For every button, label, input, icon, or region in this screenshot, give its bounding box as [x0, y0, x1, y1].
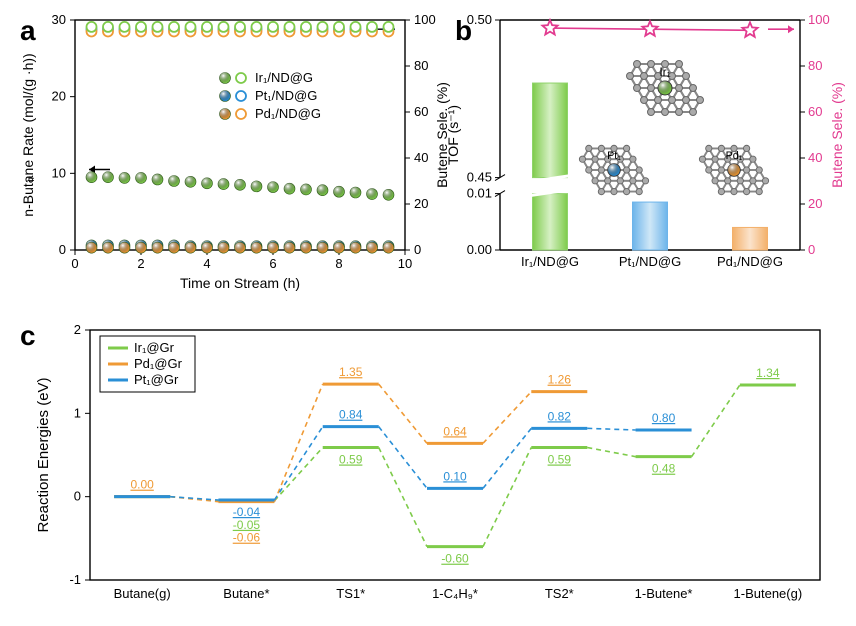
svg-text:40: 40 — [808, 150, 822, 165]
svg-text:Ir₁@Gr: Ir₁@Gr — [134, 340, 175, 355]
svg-text:1-Butene(g): 1-Butene(g) — [734, 586, 803, 601]
svg-text:100: 100 — [414, 12, 436, 27]
svg-text:0.45: 0.45 — [467, 170, 492, 185]
svg-text:80: 80 — [808, 58, 822, 73]
svg-text:20: 20 — [414, 196, 428, 211]
svg-text:Ir₁: Ir₁ — [659, 65, 670, 79]
svg-text:60: 60 — [808, 104, 822, 119]
svg-text:Pd₁@Gr: Pd₁@Gr — [134, 356, 183, 371]
svg-text:-0.60: -0.60 — [441, 552, 469, 566]
svg-text:Pt₁/ND@G: Pt₁/ND@G — [255, 88, 317, 103]
svg-text:0: 0 — [59, 242, 66, 257]
svg-text:a: a — [20, 15, 36, 46]
svg-text:1.34: 1.34 — [756, 366, 780, 380]
figure: a02468100102030020406080100Time on Strea… — [0, 0, 856, 626]
svg-text:-0.06: -0.06 — [233, 531, 261, 545]
svg-text:0.84: 0.84 — [339, 408, 363, 422]
svg-text:0: 0 — [74, 489, 81, 504]
svg-text:0.82: 0.82 — [548, 409, 572, 423]
svg-text:4: 4 — [203, 256, 210, 271]
svg-text:-1: -1 — [69, 572, 81, 587]
svg-text:0.01: 0.01 — [467, 186, 492, 201]
svg-text:Pd₁: Pd₁ — [726, 150, 743, 162]
svg-text:1.35: 1.35 — [339, 365, 363, 379]
svg-text:Reaction Energies (eV): Reaction Energies (eV) — [35, 377, 52, 532]
svg-text:80: 80 — [414, 58, 428, 73]
svg-text:10: 10 — [52, 165, 66, 180]
svg-text:Ir₁/ND@G: Ir₁/ND@G — [255, 70, 313, 85]
svg-text:0.00: 0.00 — [130, 478, 154, 492]
svg-text:1.26: 1.26 — [548, 373, 572, 387]
svg-text:0: 0 — [71, 256, 78, 271]
svg-text:0: 0 — [414, 242, 421, 257]
svg-text:Ir: Ir — [26, 176, 36, 182]
svg-text:10: 10 — [398, 256, 412, 271]
svg-text:1-C₄H₉*: 1-C₄H₉* — [432, 586, 478, 601]
svg-text:0.59: 0.59 — [339, 453, 363, 467]
svg-text:Butane*: Butane* — [223, 586, 269, 601]
svg-text:Pt₁: Pt₁ — [607, 150, 621, 162]
svg-text:n-Butane Rate (mol/(g ·h)): n-Butane Rate (mol/(g ·h)) — [20, 53, 36, 216]
svg-text:0.80: 0.80 — [652, 411, 676, 425]
svg-text:6: 6 — [269, 256, 276, 271]
svg-text:0.59: 0.59 — [548, 453, 572, 467]
svg-text:40: 40 — [414, 150, 428, 165]
svg-text:Butane(g): Butane(g) — [114, 586, 171, 601]
svg-text:0.48: 0.48 — [652, 462, 676, 476]
svg-text:0.50: 0.50 — [467, 12, 492, 27]
svg-text:1: 1 — [74, 405, 81, 420]
svg-text:60: 60 — [414, 104, 428, 119]
svg-text:1-Butene*: 1-Butene* — [635, 586, 693, 601]
svg-text:0.10: 0.10 — [443, 469, 467, 483]
svg-text:Butene Sele. (%): Butene Sele. (%) — [829, 82, 845, 188]
svg-text:8: 8 — [335, 256, 342, 271]
svg-text:0.64: 0.64 — [443, 424, 467, 438]
svg-text:20: 20 — [808, 196, 822, 211]
svg-text:0.00: 0.00 — [467, 242, 492, 257]
svg-text:TS2*: TS2* — [545, 586, 574, 601]
svg-text:TS1*: TS1* — [336, 586, 365, 601]
svg-text:20: 20 — [52, 89, 66, 104]
svg-text:2: 2 — [137, 256, 144, 271]
svg-text:Pt₁@Gr: Pt₁@Gr — [134, 372, 179, 387]
svg-text:c: c — [20, 320, 36, 351]
svg-text:30: 30 — [52, 12, 66, 27]
svg-text:Ir₁/ND@G: Ir₁/ND@G — [521, 254, 579, 269]
svg-text:100: 100 — [808, 12, 830, 27]
svg-text:Time on Stream (h): Time on Stream (h) — [180, 275, 300, 291]
svg-text:Pd₁/ND@G: Pd₁/ND@G — [255, 106, 321, 121]
svg-text:0: 0 — [808, 242, 815, 257]
svg-text:2: 2 — [74, 322, 81, 337]
svg-text:Pd₁/ND@G: Pd₁/ND@G — [717, 254, 783, 269]
svg-text:Pt₁/ND@G: Pt₁/ND@G — [619, 254, 681, 269]
svg-text:TOF (s⁻¹): TOF (s⁻¹) — [445, 105, 461, 165]
